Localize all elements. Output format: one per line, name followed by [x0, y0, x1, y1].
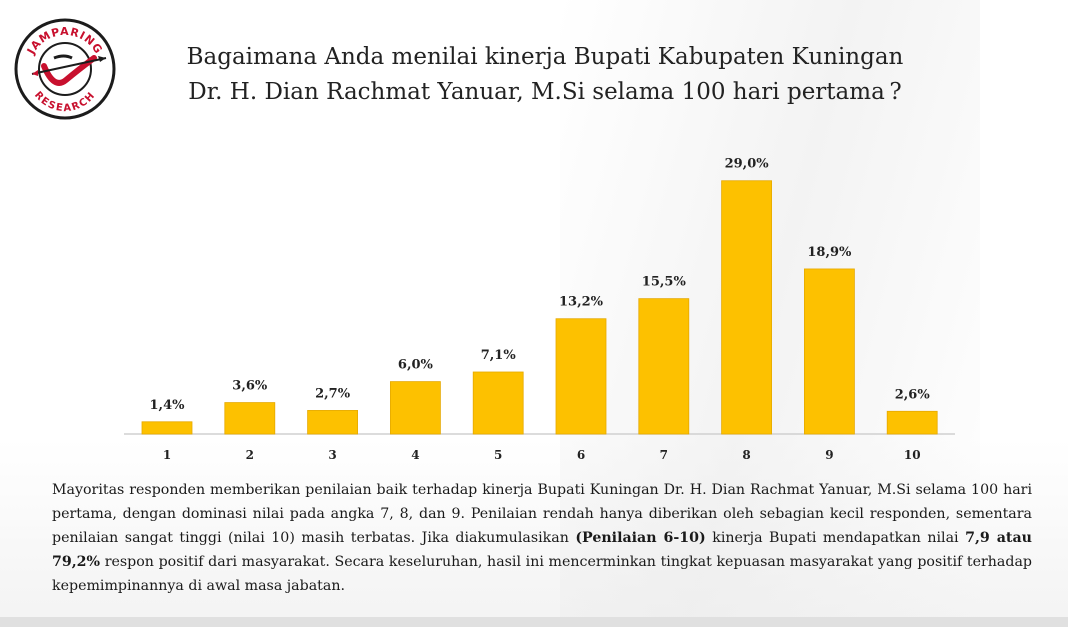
x-tick-label-9: 9	[825, 448, 833, 462]
data-label-5: 7,1%	[481, 348, 517, 363]
bar-chart: 1,4% 1 3,6% 2 2,7% 3 6,0% 4 7,1% 5 13,2% 6 15,5% 7 29,…	[124, 157, 955, 462]
data-label-10: 2,6%	[895, 387, 931, 402]
bottom-bar	[0, 617, 1068, 627]
x-tick-label-5: 5	[494, 448, 502, 462]
bar-8	[721, 180, 772, 435]
data-label-2: 3,6%	[232, 379, 268, 394]
bar-3	[307, 410, 359, 435]
bar-9	[804, 268, 855, 435]
title-line-1: Bagaimana Anda menilai kinerja Bupati Ka…	[186, 44, 904, 70]
desc-text-2: kinerja Bupati mendapatkan nilai	[705, 530, 966, 546]
data-label-7: 15,5%	[642, 275, 687, 290]
bar-6	[555, 318, 607, 435]
bar-7	[638, 298, 690, 435]
bar-2	[224, 402, 276, 435]
desc-text-3: respon positif dari masyarakat. Secara k…	[52, 554, 1032, 594]
description-paragraph: Mayoritas responden memberikan penilaian…	[52, 478, 1032, 598]
chart-title: Bagaimana Anda menilai kinerja Bupati Ka…	[150, 40, 940, 110]
data-label-6: 13,2%	[559, 295, 604, 310]
x-tick-label-10: 10	[904, 448, 921, 462]
desc-text-1: Mayoritas responden memberikan penilaian…	[52, 482, 1032, 546]
x-tick-label-8: 8	[742, 448, 750, 462]
bar-5	[472, 371, 524, 435]
data-label-3: 2,7%	[315, 386, 351, 401]
title-line-2: Dr. H. Dian Rachmat Yanuar, M.Si selama …	[188, 79, 902, 105]
bar-1	[141, 421, 193, 435]
x-tick-label-6: 6	[577, 448, 585, 462]
data-label-8: 29,0%	[725, 157, 770, 172]
bar-4	[389, 381, 441, 435]
bar-10	[886, 410, 938, 435]
desc-bold-2: 7,9 atau 79,2%	[52, 530, 1032, 570]
jamparing-research-logo: JAMPARING RESEARCH	[14, 18, 116, 120]
data-label-1: 1,4%	[150, 398, 186, 413]
x-tick-label-3: 3	[328, 448, 336, 462]
x-tick-label-7: 7	[660, 448, 668, 462]
data-label-9: 18,9%	[807, 245, 852, 260]
x-tick-label-4: 4	[411, 448, 419, 462]
data-label-4: 6,0%	[398, 358, 434, 373]
desc-bold-1: (Penilaian 6-10)	[575, 530, 706, 546]
x-tick-label-1: 1	[163, 448, 171, 462]
x-tick-label-2: 2	[246, 448, 254, 462]
